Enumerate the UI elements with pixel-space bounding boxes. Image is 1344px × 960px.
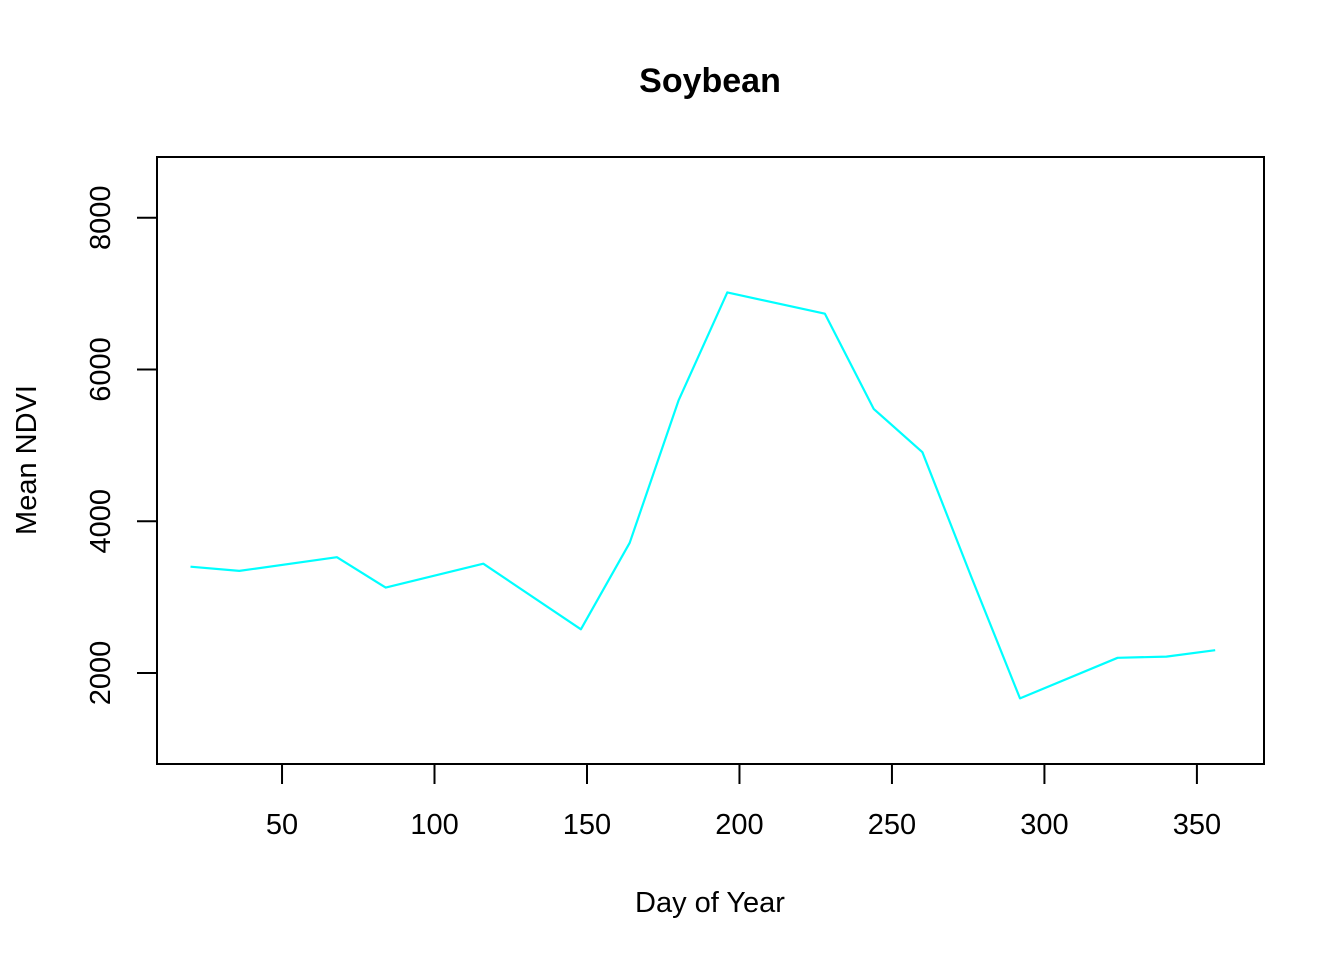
y-tick-label: 4000 xyxy=(85,489,117,554)
x-tick-label: 200 xyxy=(715,809,763,841)
x-tick-label: 50 xyxy=(266,809,298,841)
x-tick-label: 300 xyxy=(1020,809,1068,841)
plot-frame xyxy=(156,156,1265,765)
y-axis: 2000 4000 6000 8000 xyxy=(85,185,157,705)
x-tick-label: 350 xyxy=(1173,809,1221,841)
x-tick-label: 150 xyxy=(563,809,611,841)
series-line xyxy=(190,291,1216,700)
x-tick-label: 100 xyxy=(410,809,458,841)
y-tick-label: 2000 xyxy=(85,641,117,706)
chart-title: Soybean xyxy=(639,62,781,100)
series-layer xyxy=(190,291,1216,700)
y-axis-label: Mean NDVI xyxy=(11,385,43,535)
x-axis: 50 100 150 200 250 300 350 xyxy=(266,764,1221,841)
y-tick-label: 6000 xyxy=(85,337,117,402)
x-tick-label: 250 xyxy=(868,809,916,841)
y-tick-label: 8000 xyxy=(85,185,117,250)
x-axis-label: Day of Year xyxy=(635,887,785,919)
